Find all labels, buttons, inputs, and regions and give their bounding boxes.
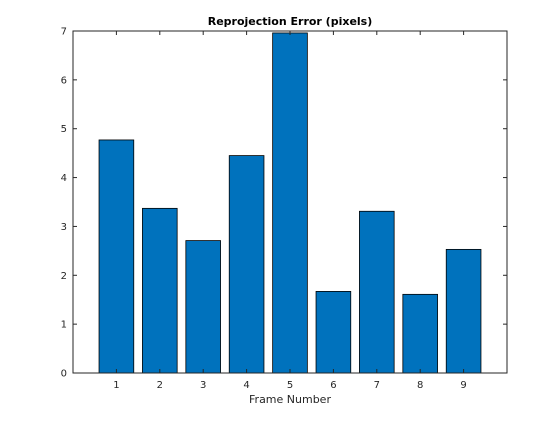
y-tick-label: 7: [61, 27, 67, 38]
bar-frame-4: [228, 155, 265, 374]
x-tick-label: 8: [417, 380, 423, 391]
bar-frame-6: [315, 291, 352, 374]
x-tick-label: 3: [200, 380, 206, 391]
x-tick-label: 2: [157, 380, 163, 391]
y-tick-label: 3: [61, 222, 67, 233]
x-tick-label: 7: [374, 380, 380, 391]
bars-group: [98, 32, 482, 374]
bar-frame-1: [98, 139, 135, 374]
y-tick-label: 6: [61, 75, 67, 86]
y-tick-label: 1: [61, 320, 67, 331]
x-tick-label: 6: [330, 380, 336, 391]
bar-frame-5: [272, 32, 308, 374]
y-tick-label: 5: [61, 124, 67, 135]
bar-frame-2: [142, 207, 178, 374]
x-tick-label: 9: [460, 380, 466, 391]
chart-title: Reprojection Error (pixels): [208, 15, 373, 28]
y-tick-label: 0: [61, 369, 67, 380]
bar-frame-8: [402, 293, 438, 374]
x-axis-ticks: 1 2 3 4 5 6 7 8 9: [113, 31, 467, 391]
x-tick-label: 1: [113, 380, 119, 391]
bar-frame-3: [185, 240, 221, 374]
y-axis-ticks: 0 1 2 3 4 5 6 7: [61, 27, 507, 380]
bar-frame-9: [445, 248, 482, 374]
x-axis-label: Frame Number: [249, 393, 331, 406]
x-tick-label: 4: [243, 380, 249, 391]
x-tick-label: 5: [287, 380, 293, 391]
y-tick-label: 2: [61, 271, 67, 282]
bar-frame-7: [359, 210, 395, 374]
y-tick-label: 4: [61, 173, 67, 184]
